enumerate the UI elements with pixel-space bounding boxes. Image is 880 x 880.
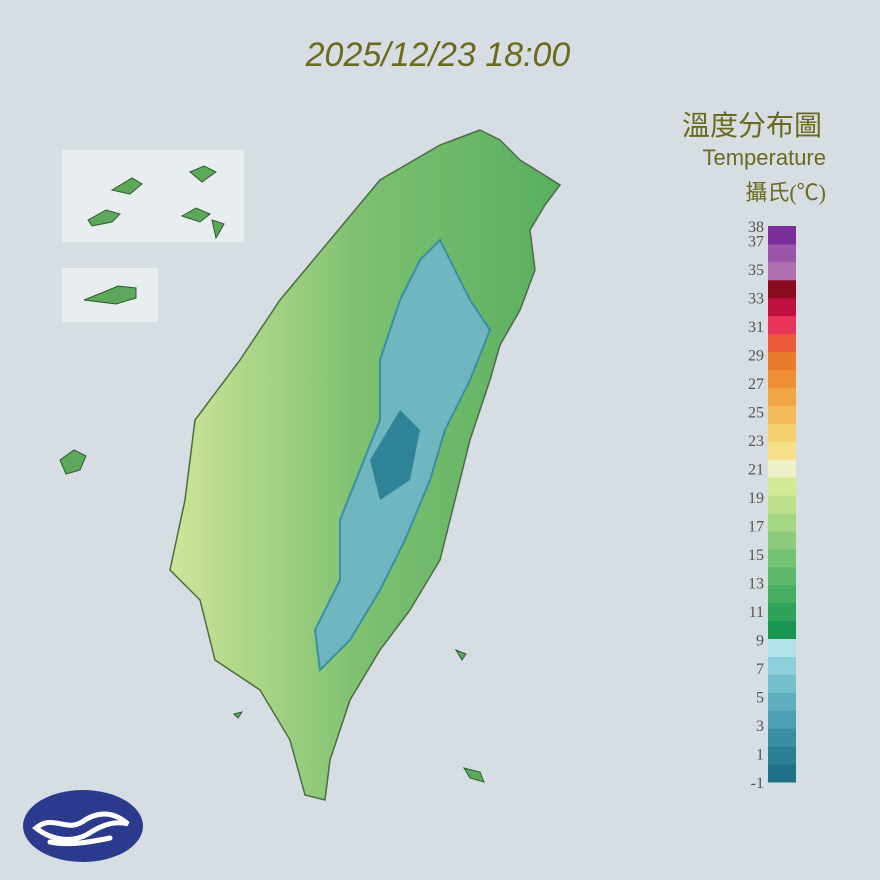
color-band [768,638,796,657]
color-band [768,512,796,532]
color-band [768,279,796,299]
color-band [768,261,796,281]
tick-label: 1 [756,746,764,763]
tick-label: 27 [748,376,764,393]
color-band [768,226,796,245]
islands [83,165,225,305]
color-band [768,441,796,460]
color-band [768,674,796,693]
color-band [768,495,796,514]
color-band [768,710,796,729]
logo [23,790,143,862]
timestamp: 2025/12/23 18:00 [305,36,571,74]
tick-label: 23 [748,433,764,450]
islands [59,449,485,783]
inset-boxes [62,150,244,322]
tick-label: 15 [748,547,764,564]
color-band [768,728,796,747]
tick-label: 37 [748,233,764,250]
tick-label: 35 [748,262,764,279]
legend-subtitle: Temperature [702,145,826,170]
color-band [768,405,796,424]
tick-label: 29 [748,347,764,364]
tick-label: 3 [756,718,764,735]
color-band [768,602,796,622]
tick-label: 11 [749,604,764,621]
legend: 溫度分布圖 Temperature 攝氏(℃) 3837353331292725… [682,110,826,792]
color-band [768,566,796,586]
color-band [768,620,796,640]
color-band [768,459,796,478]
high-peaks [370,410,420,500]
color-band [768,746,796,765]
color-band [768,351,796,370]
color-band [768,477,796,496]
tick-label: 33 [748,290,764,307]
color-band [768,656,796,675]
tick-label: -1 [751,775,764,792]
tick-label: 21 [748,461,764,478]
color-band [768,548,796,568]
color-band [768,369,796,388]
legend-unit: 攝氏(℃) [745,180,826,205]
color-band [768,692,796,711]
tick-label: 9 [756,632,764,649]
color-band [768,387,796,406]
tick-label: 38 [748,219,764,236]
tick-label: 19 [748,490,764,507]
tick-label: 25 [748,404,764,421]
color-band [768,315,796,335]
color-band [768,333,796,353]
tick-label: 31 [748,319,764,336]
color-band [768,584,796,604]
tick-label: 7 [756,661,764,678]
color-band [768,297,796,317]
color-band [768,243,796,263]
tick-label: 17 [748,518,764,535]
color-band [768,423,796,442]
color-band [768,530,796,550]
tick-label: 13 [748,575,764,592]
color-band [768,764,796,783]
legend-title: 溫度分布圖 [682,110,822,142]
tick-label: 5 [756,689,764,706]
